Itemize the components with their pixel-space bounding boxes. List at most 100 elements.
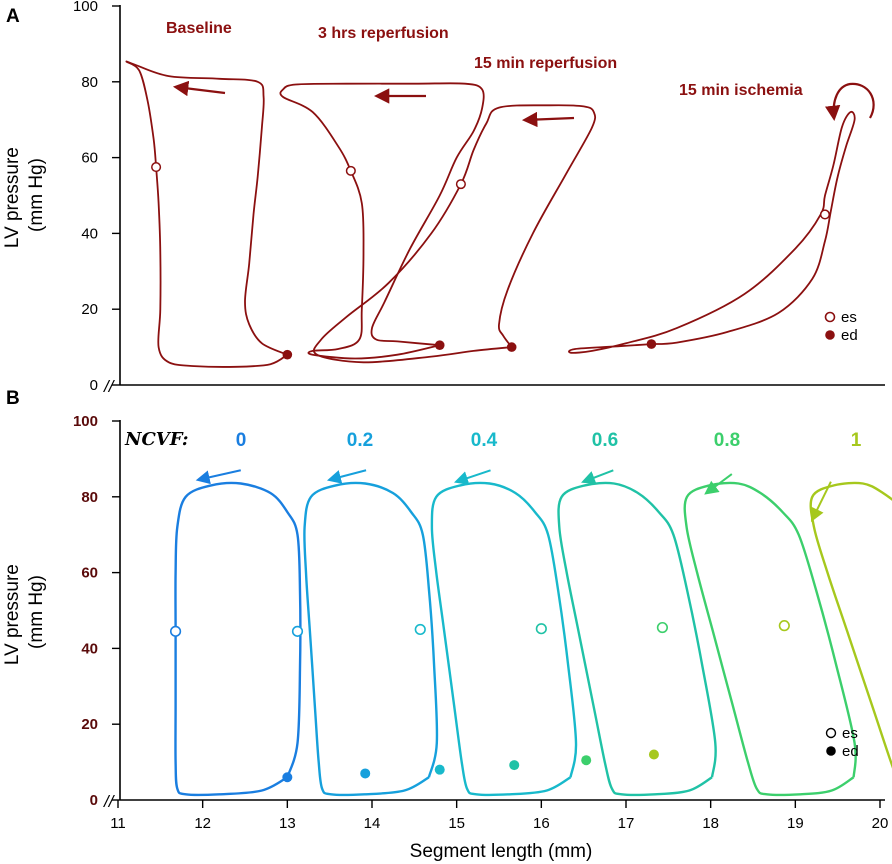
panel-b-ytick-label: 40 bbox=[81, 640, 98, 657]
panel-b-ylabel: LV pressure (mm Hg) bbox=[2, 559, 47, 665]
arrow-baseline bbox=[172, 80, 226, 97]
es-point-ncvf-1 bbox=[778, 620, 790, 632]
es-point-ncvf-0-8 bbox=[656, 621, 669, 634]
es-point-15-min-reperfusion bbox=[455, 179, 466, 190]
loop-3-hrs-reperfusion bbox=[279, 82, 485, 360]
panel-a-ytick-label: 40 bbox=[81, 225, 98, 242]
panel-b-ytick-label: 0 bbox=[90, 792, 98, 809]
panel-b-axis-break: // bbox=[103, 792, 116, 811]
panel-b-label: B bbox=[6, 388, 20, 409]
arrow-ncvf-0 bbox=[195, 469, 241, 485]
panel-a-ytick-label: 60 bbox=[81, 150, 98, 167]
loop-15-min-reperfusion bbox=[313, 104, 597, 364]
ncvf-value-ncvf-0-8: 0.8 bbox=[714, 430, 740, 451]
ed-point-15-min-ischemia bbox=[646, 339, 657, 349]
panel-a-legend: es ed bbox=[824, 309, 858, 344]
legend-a-ed-marker bbox=[825, 330, 835, 340]
x-tick-label: 14 bbox=[364, 815, 381, 832]
legend-a-es-marker bbox=[824, 311, 836, 323]
panel-a-ytick-label: 20 bbox=[81, 301, 98, 318]
panel-b-ylabel-line1: LV pressure bbox=[2, 564, 23, 665]
label-15min-reperfusion: 15 min reperfusion bbox=[474, 55, 617, 72]
x-tick-label: 12 bbox=[194, 815, 211, 832]
es-point-baseline bbox=[151, 162, 162, 173]
arrow-15min-reperfusion bbox=[521, 111, 575, 128]
arrow-15min-ischemia bbox=[824, 82, 875, 122]
ed-point-ncvf-0-8 bbox=[581, 755, 592, 766]
panel-a-ylabel-line1: LV pressure bbox=[2, 147, 23, 248]
x-tick-label: 13 bbox=[279, 815, 296, 832]
ed-point-baseline bbox=[282, 349, 293, 360]
loop-ncvf-0-2 bbox=[303, 481, 439, 797]
x-tick-label: 15 bbox=[448, 815, 465, 832]
arrow-ncvf-0-2 bbox=[326, 469, 367, 484]
legend-b-es-label: es bbox=[842, 725, 858, 742]
es-point-ncvf-0-6 bbox=[535, 623, 547, 635]
panel-a-ylabel-line2: (mm Hg) bbox=[26, 158, 47, 232]
panel-b-series: 0 0.2 0.4 0.6 0.8 1 bbox=[169, 430, 892, 797]
ed-point-ncvf-1 bbox=[648, 749, 659, 760]
arrow-ncvf-0-6 bbox=[581, 469, 614, 485]
panel-a-ylabel: LV pressure (mm Hg) bbox=[2, 142, 47, 248]
x-tick-label: 16 bbox=[533, 815, 550, 832]
ncvf-value-ncvf-0-4: 0.4 bbox=[471, 430, 498, 451]
x-tick-label: 17 bbox=[618, 815, 635, 832]
ed-point-ncvf-0-2 bbox=[360, 768, 371, 779]
loop-ncvf-0 bbox=[174, 481, 302, 797]
panel-a-label: A bbox=[6, 6, 20, 27]
panel-b-y-ticks: 0 20 40 60 80 100 bbox=[73, 413, 120, 809]
panel-a-series bbox=[125, 60, 856, 368]
es-point-ncvf-0-2 bbox=[291, 625, 304, 637]
x-tick-label: 18 bbox=[702, 815, 719, 832]
ed-point-ncvf-0 bbox=[282, 772, 293, 783]
ed-point-ncvf-0-6 bbox=[509, 760, 520, 771]
ncvf-value-ncvf-0: 0 bbox=[236, 430, 247, 451]
panel-a: A 0 20 40 60 80 100 // LV pressure (mm Hg) Ba… bbox=[2, 0, 885, 396]
x-tick-label: 19 bbox=[787, 815, 804, 832]
ed-point-3-hrs-reperfusion bbox=[434, 340, 445, 351]
ncvf-value-ncvf-1: 1 bbox=[851, 430, 862, 451]
x-axis-title: Segment length (mm) bbox=[410, 841, 593, 862]
arrow-ncvf-0-8 bbox=[704, 473, 733, 495]
loop-ncvf-0-6 bbox=[557, 481, 717, 797]
loop-ncvf-0-8 bbox=[683, 481, 857, 797]
es-point-3-hrs-reperfusion bbox=[345, 165, 356, 176]
panel-b: B 0 20 40 60 80 100 11 12 13 14 15 16 17 18 19 20 // L… bbox=[2, 388, 892, 862]
ed-point-15-min-reperfusion bbox=[506, 342, 517, 352]
es-point-ncvf-0-4 bbox=[414, 623, 426, 636]
panel-b-x-ticks: 11 12 13 14 15 16 17 18 19 20 bbox=[110, 800, 888, 832]
panel-b-ylabel-line2: (mm Hg) bbox=[26, 575, 47, 649]
panel-a-ytick-label: 0 bbox=[90, 377, 98, 394]
label-baseline: Baseline bbox=[166, 20, 232, 37]
loop-ncvf-1 bbox=[809, 481, 892, 769]
es-point-ncvf-0 bbox=[169, 625, 182, 637]
legend-b-es-marker bbox=[825, 727, 837, 739]
panel-a-axis-break: // bbox=[103, 377, 116, 396]
ncvf-label: NCVF: bbox=[124, 429, 189, 450]
panel-b-ytick-label: 20 bbox=[81, 716, 98, 733]
es-point-15-min-ischemia bbox=[819, 209, 831, 220]
x-tick-label: 11 bbox=[110, 815, 126, 832]
legend-b-ed-marker bbox=[826, 746, 836, 756]
arrow-ncvf-1 bbox=[810, 481, 832, 523]
loop-ncvf-0-4 bbox=[430, 481, 578, 797]
panel-b-legend: es ed bbox=[825, 725, 859, 760]
ncvf-value-ncvf-0-2: 0.2 bbox=[347, 430, 373, 451]
loop-baseline bbox=[125, 60, 288, 368]
legend-b-ed-label: ed bbox=[842, 743, 859, 760]
legend-a-ed-label: ed bbox=[841, 327, 858, 344]
arrow-ncvf-0-4 bbox=[454, 469, 491, 485]
panel-b-ytick-label: 100 bbox=[73, 413, 98, 430]
label-3hrs-reperfusion: 3 hrs reperfusion bbox=[318, 25, 449, 42]
legend-a-es-label: es bbox=[841, 309, 857, 326]
x-tick-label: 20 bbox=[872, 815, 889, 832]
panel-b-ytick-label: 80 bbox=[81, 489, 98, 506]
panel-a-ytick-label: 100 bbox=[73, 0, 98, 15]
panel-a-y-ticks: 0 20 40 60 80 100 bbox=[73, 0, 120, 394]
panel-a-ytick-label: 80 bbox=[81, 74, 98, 91]
label-15min-ischemia: 15 min ischemia bbox=[679, 82, 803, 99]
ncvf-value-ncvf-0-6: 0.6 bbox=[592, 430, 618, 451]
ed-point-ncvf-0-4 bbox=[434, 764, 445, 775]
loop-15-min-ischemia bbox=[568, 110, 856, 354]
